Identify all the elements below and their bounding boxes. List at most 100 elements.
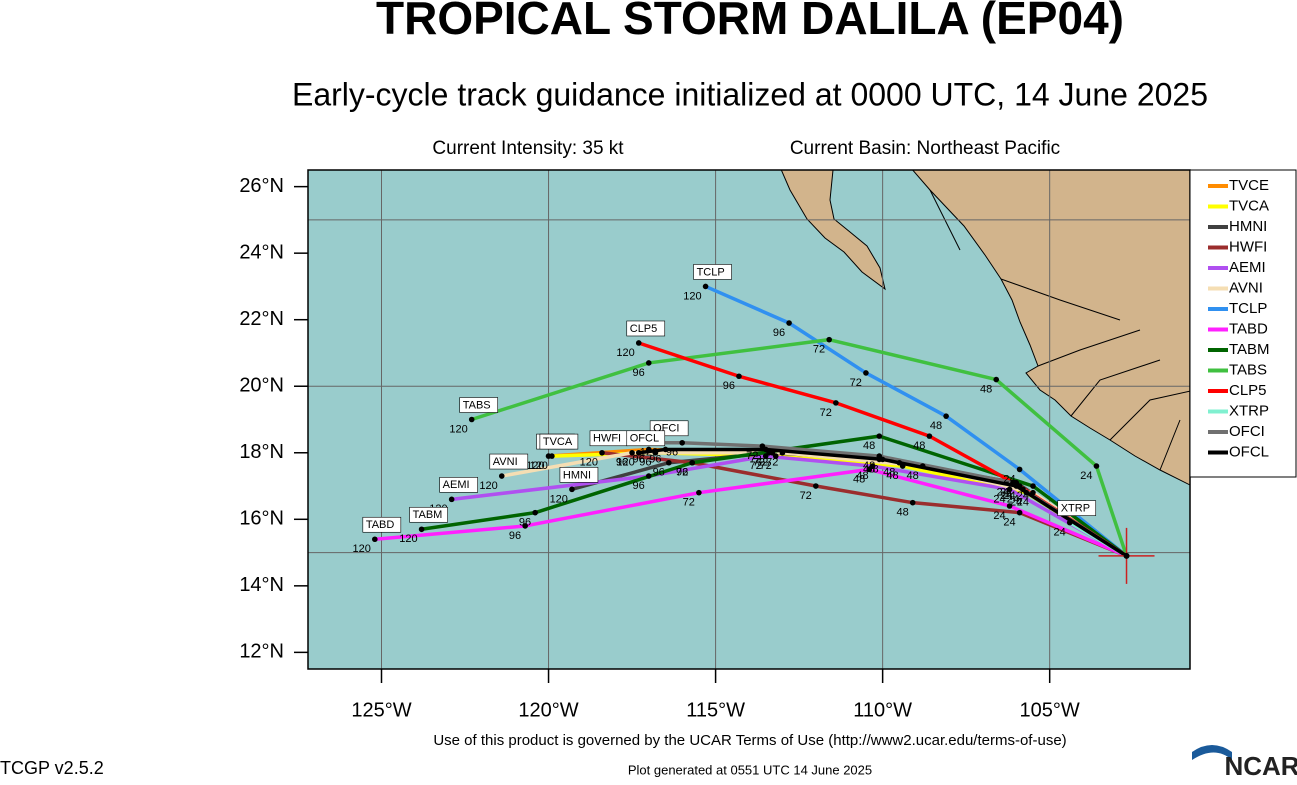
- hour-label: 96: [633, 367, 645, 379]
- hour-label: 120: [526, 460, 544, 472]
- version: TCGP v2.5.2: [0, 758, 104, 778]
- track-name-box: [439, 477, 478, 493]
- track-point: [826, 336, 832, 343]
- hour-label: 72: [753, 457, 765, 469]
- hour-label: 48: [853, 473, 865, 485]
- track-name: CLP5: [630, 323, 658, 335]
- hour-label: 24: [1017, 497, 1029, 509]
- hour-label: 24: [1010, 497, 1022, 509]
- hour-label: 120: [580, 457, 598, 469]
- legend-label: OFCI: [1229, 423, 1265, 440]
- hour-label: 24: [1000, 490, 1012, 502]
- track-point: [863, 370, 869, 376]
- x-tick-label: 105°W: [1020, 699, 1080, 721]
- track-name: TABM: [413, 509, 443, 521]
- legend-label: TABD: [1229, 320, 1268, 337]
- track-point: [689, 459, 696, 466]
- hour-label: 24: [997, 487, 1009, 499]
- track-point: [468, 416, 475, 423]
- chart-title: TROPICAL STORM DALILA (EP04): [376, 0, 1124, 44]
- legend-label: TVCE: [1229, 177, 1269, 194]
- legend-box: [1189, 169, 1297, 478]
- hour-label: 48: [980, 383, 992, 395]
- hour-label: 120: [449, 423, 467, 435]
- track-point: [662, 446, 669, 453]
- track-line: [601, 451, 1128, 558]
- track-name: TABS: [463, 399, 491, 411]
- logo-swoosh: [1192, 745, 1232, 760]
- track-name: AEMI: [443, 479, 470, 491]
- legend-label: XTRP: [1229, 402, 1269, 419]
- track-point: [1030, 483, 1036, 489]
- track-point: [1066, 519, 1073, 526]
- generated-note: Plot generated at 0551 UTC 14 June 2025: [628, 762, 872, 777]
- y-tick-label: 16°N: [239, 508, 284, 530]
- track-point: [993, 376, 1000, 383]
- track-point: [702, 283, 709, 290]
- hour-label: 72: [766, 457, 778, 469]
- hour-label: 48: [863, 440, 875, 452]
- track-point: [1023, 489, 1030, 496]
- track-point: [779, 449, 786, 456]
- hour-label: 48: [886, 470, 898, 482]
- track-point: [652, 449, 659, 456]
- track-name-box: [693, 264, 732, 280]
- track-point: [736, 373, 742, 380]
- chart-subtitle: Early-cycle track guidance initialized a…: [292, 76, 1208, 112]
- hour-label: 72: [850, 377, 862, 389]
- hour-label: 96: [639, 457, 651, 469]
- legend-label: TCLP: [1229, 300, 1267, 317]
- hour-label: 72: [749, 453, 761, 465]
- storm-center: [1123, 552, 1130, 559]
- track-point: [1006, 503, 1013, 509]
- hour-label: 96: [723, 380, 735, 392]
- track-name-box: [1057, 500, 1097, 516]
- track-point: [909, 499, 916, 506]
- hour-label: 120: [352, 543, 370, 555]
- x-tick-label: 115°W: [686, 699, 745, 721]
- hour-label: 120: [530, 460, 548, 472]
- track-point: [498, 473, 505, 479]
- track-name-box: [626, 320, 666, 337]
- track-point: [569, 486, 575, 493]
- track-line: [451, 454, 1128, 558]
- legend-label: HMNI: [1229, 218, 1267, 235]
- track-point: [762, 446, 769, 453]
- track-name: OFCL: [630, 433, 659, 445]
- track-name-box: [362, 516, 402, 533]
- hour-label: 48: [866, 463, 878, 475]
- track-name: XTRP: [1061, 503, 1090, 515]
- track-point: [679, 439, 685, 446]
- track-point: [629, 449, 635, 456]
- legend-label: TABM: [1229, 341, 1270, 358]
- track-point: [1093, 463, 1100, 469]
- hour-label: 24: [993, 493, 1005, 505]
- legend-label: AVNI: [1229, 279, 1263, 296]
- hour-label: 120: [479, 480, 497, 492]
- hour-label: 24: [1053, 527, 1065, 539]
- track-point: [833, 400, 839, 406]
- track-point: [1016, 466, 1023, 473]
- legend-label: AEMI: [1229, 259, 1266, 276]
- track-point: [372, 536, 378, 543]
- track-point: [696, 489, 702, 496]
- track-point: [645, 473, 652, 479]
- y-tick-label: 18°N: [239, 441, 284, 463]
- y-tick-label: 26°N: [239, 175, 284, 197]
- track-point: [549, 453, 555, 459]
- track-point: [599, 449, 605, 456]
- track-name-box: [409, 506, 448, 523]
- legend: TVCE TVCA HMNI HWFI AEMI AVNI TCLP TABD TABM TABS…: [1189, 169, 1297, 478]
- hour-label: 96: [633, 480, 645, 492]
- track-name: TCLP: [697, 266, 725, 278]
- track-point: [1016, 509, 1023, 516]
- hour-label: 24: [1080, 470, 1092, 482]
- hour-label: 120: [399, 533, 417, 545]
- track-line: [638, 447, 1128, 558]
- hour-label: 96: [519, 517, 531, 529]
- hour-label: 96: [616, 457, 628, 469]
- track-name: TABD: [366, 519, 395, 531]
- hour-label: 120: [616, 347, 634, 359]
- hour-label: 96: [509, 530, 521, 542]
